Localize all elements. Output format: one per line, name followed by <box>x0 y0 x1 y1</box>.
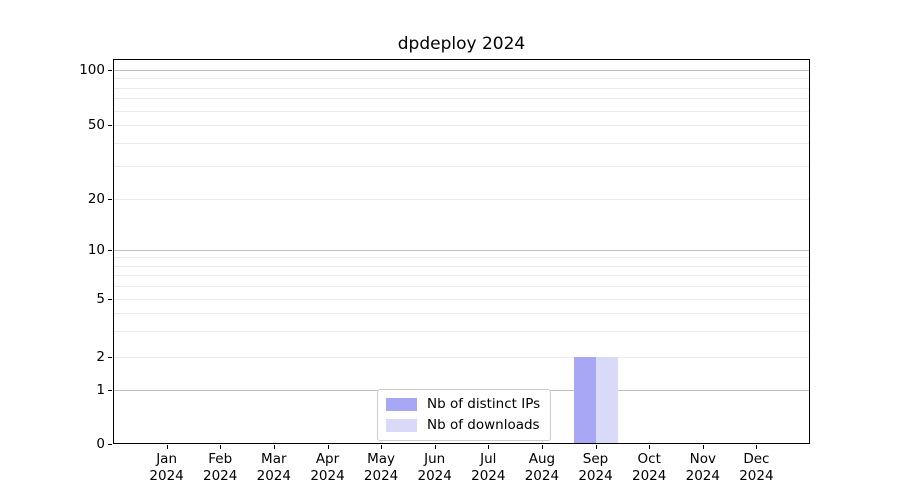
y-tick-label-5: 5 <box>96 290 105 307</box>
x-tick-label-oct: Oct 2024 <box>632 451 667 484</box>
y-tick-1 <box>108 390 112 391</box>
gridline-y-10 <box>113 250 810 251</box>
x-tick-label-may: May 2024 <box>363 451 399 484</box>
x-tick-jan <box>166 445 168 449</box>
x-tick-label-apr: Apr 2024 <box>310 451 345 484</box>
gridline-y-4 <box>113 313 810 315</box>
gridline-y-7 <box>113 275 810 277</box>
gridline-y-20 <box>113 199 810 200</box>
x-tick-label-aug: Aug 2024 <box>524 451 560 484</box>
x-tick-may <box>381 445 383 449</box>
gridline-y-2 <box>113 357 810 358</box>
y-tick-20 <box>108 199 112 200</box>
legend-row-distinct-ips: Nb of distinct IPs <box>386 396 540 413</box>
x-tick-dec <box>756 445 758 449</box>
x-tick-label-sep: Sep 2024 <box>578 451 613 484</box>
gridline-y-6 <box>113 286 810 288</box>
x-tick-nov <box>702 445 704 449</box>
y-tick-label-100: 100 <box>79 61 105 78</box>
y-tick-50 <box>108 125 112 126</box>
x-tick-jul <box>488 445 490 449</box>
gridline-y-5 <box>113 299 810 300</box>
x-tick-label-nov: Nov 2024 <box>685 451 720 484</box>
y-tick-label-20: 20 <box>87 190 105 207</box>
x-tick-label-feb: Feb 2024 <box>203 451 238 484</box>
chart-title: dpdeploy 2024 <box>397 34 526 54</box>
gridline-y-80 <box>113 87 810 89</box>
legend-swatch-downloads <box>386 419 417 432</box>
gridline-y-40 <box>113 143 810 144</box>
y-tick-label-50: 50 <box>87 116 105 133</box>
x-tick-sep <box>595 445 597 449</box>
legend-label-downloads: Nb of downloads <box>427 417 540 433</box>
x-tick-apr <box>327 445 329 449</box>
y-tick-label-10: 10 <box>87 241 105 258</box>
y-tick-2 <box>108 357 112 358</box>
bar-sep-downloads <box>595 357 618 444</box>
gridline-y-3 <box>113 331 810 333</box>
gridline-y-30 <box>113 166 810 168</box>
x-tick-label-jun: Jun 2024 <box>417 451 452 484</box>
gridline-y-100 <box>113 70 810 71</box>
gridline-y-70 <box>113 98 810 100</box>
plot-frame <box>113 59 810 444</box>
bar-sep-distinct-ips <box>573 357 596 444</box>
y-tick-10 <box>108 250 112 251</box>
x-tick-label-mar: Mar 2024 <box>256 451 291 484</box>
x-tick-label-dec: Dec 2024 <box>739 451 774 484</box>
legend-label-distinct-ips: Nb of distinct IPs <box>427 396 541 412</box>
y-tick-0 <box>108 444 112 445</box>
y-tick-label-0: 0 <box>96 435 105 452</box>
legend: Nb of distinct IPs Nb of downloads <box>377 389 552 441</box>
gridline-y-9 <box>113 257 810 259</box>
legend-row-downloads: Nb of downloads <box>386 417 540 434</box>
y-tick-100 <box>108 70 112 71</box>
gridline-y-8 <box>113 265 810 267</box>
x-tick-jun <box>434 445 436 449</box>
gridline-y-60 <box>113 110 810 112</box>
x-tick-oct <box>649 445 651 449</box>
y-tick-5 <box>108 299 112 300</box>
x-tick-mar <box>273 445 275 449</box>
x-tick-label-jul: Jul 2024 <box>471 451 506 484</box>
x-tick-label-jan: Jan 2024 <box>149 451 184 484</box>
y-tick-label-2: 2 <box>96 348 105 365</box>
x-tick-aug <box>541 445 543 449</box>
plot-area: 0 1 2 5 10 20 50 100 Jan 2024 Feb 2024 Mar 2024 Apr 202… <box>79 59 810 484</box>
x-tick-feb <box>220 445 222 449</box>
gridline-y-90 <box>113 78 810 80</box>
y-tick-label-1: 1 <box>96 381 105 398</box>
gridline-y-50 <box>113 125 810 126</box>
legend-swatch-distinct-ips <box>386 398 417 411</box>
